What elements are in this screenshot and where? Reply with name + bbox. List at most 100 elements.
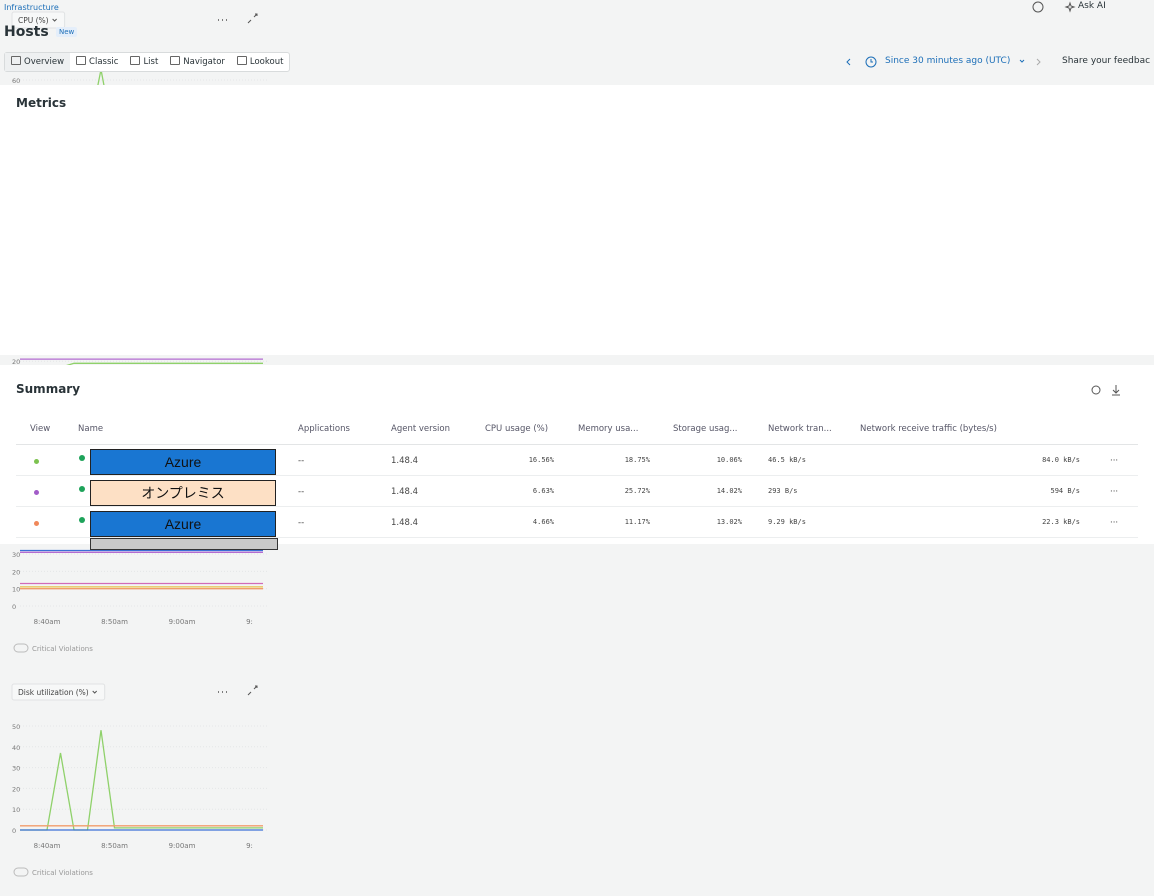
tab-icon — [11, 56, 21, 65]
metrics-title: Metrics — [16, 96, 67, 110]
tab[interactable]: Lookout — [231, 53, 290, 71]
column-header[interactable]: Applications — [298, 424, 350, 434]
column-header[interactable]: CPU usage (%) — [485, 424, 549, 434]
toggle[interactable] — [13, 867, 29, 877]
toggle-label: Critical Violations — [32, 645, 93, 653]
cell: ··· — [1110, 518, 1119, 528]
y-tick-label: 0 — [12, 827, 16, 835]
tab[interactable]: Overview — [5, 53, 71, 71]
y-tick-label: 30 — [12, 765, 20, 773]
tab[interactable]: Navigator — [164, 53, 231, 71]
series-line — [20, 730, 263, 831]
time-nav — [846, 56, 1041, 68]
header-icons — [1032, 1, 1076, 13]
cell: 46.5 kB/s — [768, 456, 806, 464]
column-header[interactable]: Storage usag... — [673, 424, 738, 434]
y-tick-label: 50 — [12, 723, 20, 731]
metric-dropdown[interactable] — [11, 11, 66, 29]
status-dot — [79, 455, 85, 461]
tab-label: Navigator — [183, 57, 225, 67]
tab-label: Classic — [89, 57, 119, 67]
view-dot — [34, 521, 39, 526]
cell: 16.56% — [528, 456, 554, 464]
y-tick-label: 30 — [12, 551, 20, 559]
view-dot — [34, 490, 39, 495]
cell: -- — [298, 487, 305, 497]
x-tick-label: 8:50am — [101, 842, 128, 850]
metrics-section — [0, 85, 1154, 355]
cell: 1.48.4 — [391, 456, 419, 466]
header-divider — [16, 444, 1138, 445]
y-tick-label: 10 — [12, 806, 20, 814]
x-tick-label: 8:40am — [34, 842, 61, 850]
cell: 13.02% — [716, 518, 742, 526]
cell: ··· — [1110, 487, 1119, 497]
x-tick-label: 8:50am — [101, 618, 128, 626]
ask-ai-button[interactable]: Ask AI — [1078, 1, 1106, 11]
column-header[interactable]: Network receive traffic (bytes/s) — [860, 424, 997, 434]
status-dot — [79, 486, 85, 492]
cell: ··· — [1110, 456, 1119, 466]
tab-icon — [236, 56, 247, 65]
host-name[interactable]: オンプレミス — [90, 480, 276, 506]
cell: 18.75% — [624, 456, 650, 464]
badge: New — [56, 27, 78, 37]
x-tick-label: 8:40am — [34, 618, 61, 626]
cell: 594 B/s — [1050, 487, 1080, 495]
host-name[interactable]: Azure — [90, 449, 276, 475]
summary-table: View Name Applications Agent version CPU usa… — [16, 412, 1138, 544]
summary-title: Summary — [16, 382, 81, 396]
status-dot — [79, 517, 85, 523]
column-header[interactable]: Name — [78, 424, 104, 434]
x-tick-label: 9: — [246, 618, 253, 626]
y-tick-label: 10 — [12, 586, 20, 594]
row-divider — [16, 537, 1138, 538]
y-tick-label: 60 — [12, 77, 20, 85]
y-tick-label: 40 — [12, 744, 20, 752]
toggle[interactable] — [13, 643, 29, 653]
cell: 14.02% — [716, 487, 742, 495]
tab[interactable]: List — [124, 53, 164, 71]
tab-bar: Overview Classic List Navigator Lookout — [4, 52, 291, 72]
cell: 11.17% — [624, 518, 650, 526]
toggle-label: Critical Violations — [32, 869, 93, 877]
cell: -- — [298, 456, 305, 466]
cell: 25.72% — [624, 487, 650, 495]
cell: 1.48.4 — [391, 518, 419, 528]
tab-label: Lookout — [249, 57, 284, 67]
tab-label: List — [143, 57, 159, 67]
tab-label: Overview — [24, 57, 65, 67]
host-name[interactable]: Azure — [90, 511, 276, 537]
x-tick-label: 9:00am — [169, 618, 196, 626]
chart: Disk utilization (%) 0 10 20 30 40 50 8:40am 8:5… — [11, 683, 269, 877]
time-picker[interactable]: Since 30 minutes ago (UTC) — [885, 56, 1011, 66]
breadcrumb[interactable]: Infrastructure — [4, 3, 59, 12]
cell: 6.63% — [532, 487, 554, 495]
column-header[interactable]: Memory usa... — [578, 424, 639, 434]
column-header[interactable]: View — [30, 424, 51, 434]
feedback-button[interactable]: Share your feedbac — [1062, 56, 1151, 66]
expand-icon[interactable] — [247, 685, 258, 696]
tab-icon — [170, 56, 181, 65]
cell: 10.06% — [716, 456, 742, 464]
column-header[interactable]: Network tran... — [768, 424, 832, 434]
tab-icon — [130, 56, 141, 65]
expand-icon[interactable] — [247, 13, 258, 24]
row-divider — [16, 475, 1138, 476]
partial-row — [90, 538, 278, 550]
cell: 4.66% — [532, 518, 554, 526]
tab[interactable]: Classic — [70, 53, 124, 71]
cell: 22.3 kB/s — [1042, 518, 1080, 526]
cell: 293 B/s — [768, 487, 798, 495]
y-tick-label: 20 — [12, 358, 20, 366]
page-title: Hosts — [4, 24, 49, 40]
column-header[interactable]: Agent version — [391, 424, 450, 434]
row-divider — [16, 506, 1138, 507]
cell: 84.0 kB/s — [1042, 456, 1080, 464]
cell: 9.29 kB/s — [768, 518, 806, 526]
y-tick-label: 20 — [12, 568, 20, 576]
summary-actions[interactable] — [1088, 382, 1128, 398]
x-tick-label: 9: — [246, 842, 253, 850]
x-tick-label: 9:00am — [169, 842, 196, 850]
y-tick-label: 20 — [12, 785, 20, 793]
